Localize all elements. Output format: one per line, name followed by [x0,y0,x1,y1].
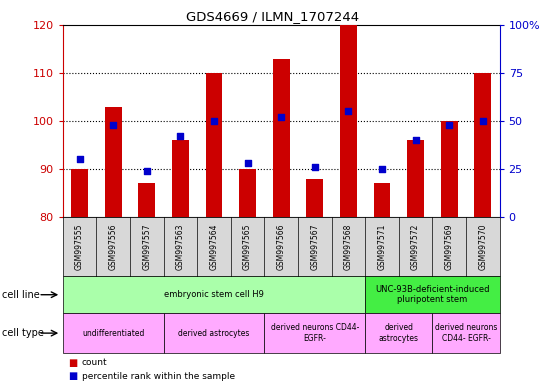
Text: GSM997563: GSM997563 [176,223,185,270]
Point [378,166,387,172]
Point [75,156,84,162]
Text: UNC-93B-deficient-induced
pluripotent stem: UNC-93B-deficient-induced pluripotent st… [375,285,490,305]
Bar [306,179,323,217]
Point [445,122,454,128]
Text: GSM997555: GSM997555 [75,223,84,270]
Point [311,164,319,170]
Bar [373,183,390,217]
Bar [71,169,88,217]
Bar [273,58,289,217]
Bar [105,106,122,217]
Point [210,118,218,124]
Point [344,108,353,114]
Text: GSM997564: GSM997564 [210,223,218,270]
Text: GSM997557: GSM997557 [143,223,151,270]
Text: GSM997571: GSM997571 [377,223,387,270]
Bar [172,140,189,217]
Bar [407,140,424,217]
Text: GSM997572: GSM997572 [411,223,420,270]
Text: derived neurons CD44-
EGFR-: derived neurons CD44- EGFR- [271,323,359,343]
Bar [441,121,458,217]
Bar [138,183,155,217]
Text: embryonic stem cell H9: embryonic stem cell H9 [164,290,264,299]
Text: GSM997567: GSM997567 [310,223,319,270]
Point [411,137,420,143]
Text: GSM997569: GSM997569 [444,223,454,270]
Text: ■: ■ [68,371,78,381]
Text: GSM997566: GSM997566 [277,223,286,270]
Point [243,160,252,166]
Text: cell type: cell type [2,328,44,338]
Point [478,118,487,124]
Point [143,168,151,174]
Text: GSM997568: GSM997568 [344,223,353,270]
Text: percentile rank within the sample: percentile rank within the sample [82,372,235,381]
Text: GSM997565: GSM997565 [243,223,252,270]
Text: undifferentiated: undifferentiated [82,329,144,338]
Bar [239,169,256,217]
Point [109,122,117,128]
Bar [340,25,357,217]
Text: GSM997556: GSM997556 [109,223,118,270]
Text: GDS4669 / ILMN_1707244: GDS4669 / ILMN_1707244 [186,10,360,23]
Bar [206,73,222,217]
Text: derived astrocytes: derived astrocytes [179,329,250,338]
Bar [474,73,491,217]
Text: derived neurons
CD44- EGFR-: derived neurons CD44- EGFR- [435,323,497,343]
Point [277,114,286,120]
Text: GSM997570: GSM997570 [478,223,487,270]
Text: cell line: cell line [2,290,39,300]
Text: derived
astrocytes: derived astrocytes [379,323,419,343]
Text: ■: ■ [68,358,78,368]
Point [176,133,185,139]
Text: count: count [82,358,108,367]
